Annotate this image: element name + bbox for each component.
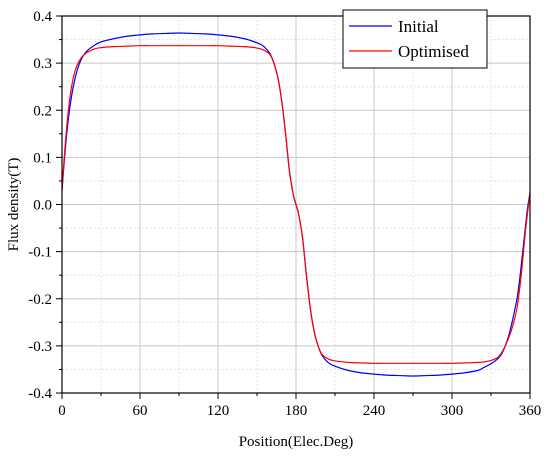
legend-label-optimised: Optimised (398, 42, 469, 61)
tick-labels-layer: 0 60 120 180 240 300 360 -0.4 -0.3 -0.2 -0.1 0.0 0.1… (28, 9, 541, 419)
y-tick-label: 0.3 (33, 56, 52, 72)
x-tick-label: 0 (58, 403, 66, 419)
legend: Initial Optimised (342, 9, 488, 69)
x-axis-title: Position(Elec.Deg) (239, 434, 354, 450)
x-tick-label: 240 (363, 403, 386, 419)
x-tick-label: 180 (285, 403, 308, 419)
y-tick-label: -0.2 (28, 292, 52, 308)
y-tick-label: 0.2 (33, 103, 52, 119)
legend-box (342, 9, 488, 69)
ticks-layer (56, 15, 531, 399)
y-tick-label: 0.1 (33, 150, 52, 166)
y-tick-label: -0.3 (28, 339, 52, 355)
series-layer (61, 32, 531, 377)
y-tick-label: -0.1 (28, 245, 52, 261)
y-tick-label: -0.4 (28, 386, 52, 402)
series-line-optimised (61, 45, 531, 364)
y-axis-title: Flux density(T) (6, 158, 22, 252)
y-tick-label: 0.0 (33, 198, 52, 214)
legend-label-initial: Initial (398, 17, 439, 36)
y-tick-label: 0.4 (33, 9, 52, 25)
x-tick-label: 60 (133, 403, 148, 419)
x-tick-label: 120 (207, 403, 230, 419)
x-tick-label: 360 (519, 403, 542, 419)
x-tick-label: 300 (441, 403, 464, 419)
